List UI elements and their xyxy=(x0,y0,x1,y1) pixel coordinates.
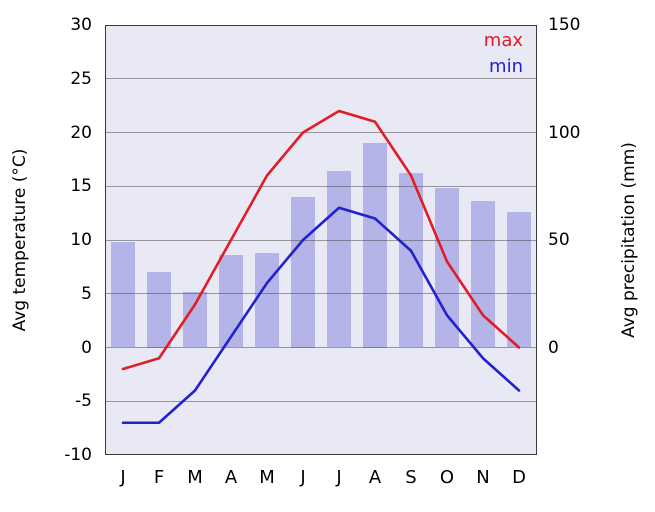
gridline xyxy=(105,132,537,133)
min-temp-line xyxy=(121,206,521,425)
precip-bar xyxy=(507,212,531,348)
y-axis-right-tick-label: 0 xyxy=(548,337,559,358)
x-axis-month-label: N xyxy=(476,467,490,488)
x-axis-month-label: A xyxy=(368,467,382,488)
precip-bar xyxy=(219,255,243,348)
precip-bar xyxy=(255,252,279,348)
y-axis-right-tick-label: 50 xyxy=(548,230,570,250)
x-axis-month-label: A xyxy=(224,467,238,488)
precip-bar xyxy=(363,143,387,348)
precip-bar xyxy=(147,272,171,348)
gridline xyxy=(105,239,537,241)
y-axis-left-tick-label: -5 xyxy=(75,391,92,412)
gridline xyxy=(105,293,537,295)
gridline xyxy=(105,347,537,348)
precip-bar xyxy=(291,197,315,348)
x-axis-month-label: J xyxy=(120,467,126,488)
x-axis-month-label: J xyxy=(300,467,306,488)
y-axis-left-tick-label: 5 xyxy=(81,283,92,304)
x-axis-month-label: J xyxy=(336,467,342,488)
x-axis-month-label: D xyxy=(512,467,526,488)
y-axis-left-tick-label: 30 xyxy=(70,15,92,35)
x-axis-month-label: S xyxy=(405,467,417,488)
right-axis-title: Avg precipitation (mm) xyxy=(619,142,639,338)
precip-bar xyxy=(327,171,351,348)
precip-bar xyxy=(183,291,207,348)
x-axis-month-label: M xyxy=(187,467,203,488)
y-axis-left-tick-label: 20 xyxy=(70,122,92,143)
legend-min-label: min xyxy=(489,56,523,77)
left-axis-title: Avg temperature (°C) xyxy=(10,148,30,332)
y-axis-left-tick-label: 0 xyxy=(81,337,92,358)
gridline xyxy=(105,400,537,402)
max-temp-line xyxy=(121,109,521,371)
legend-max-label: max xyxy=(483,30,523,51)
precip-bar xyxy=(399,173,423,348)
y-axis-right-tick-label: 150 xyxy=(548,15,581,35)
x-axis-month-label: O xyxy=(439,467,455,488)
precip-bar xyxy=(111,242,135,348)
gridline xyxy=(105,78,537,80)
y-axis-right-tick-label: 100 xyxy=(548,122,581,143)
y-axis-left-tick-label: -10 xyxy=(64,445,92,465)
legend: max min xyxy=(398,28,523,80)
y-axis-left-tick-label: 15 xyxy=(70,176,92,197)
x-axis-month-label: M xyxy=(259,467,275,488)
gridline xyxy=(105,185,537,187)
precip-bar xyxy=(435,188,459,348)
y-axis-left-tick-label: 10 xyxy=(70,230,92,250)
y-axis-left-tick-label: 25 xyxy=(70,68,92,89)
x-axis-month-label: F xyxy=(153,467,165,488)
